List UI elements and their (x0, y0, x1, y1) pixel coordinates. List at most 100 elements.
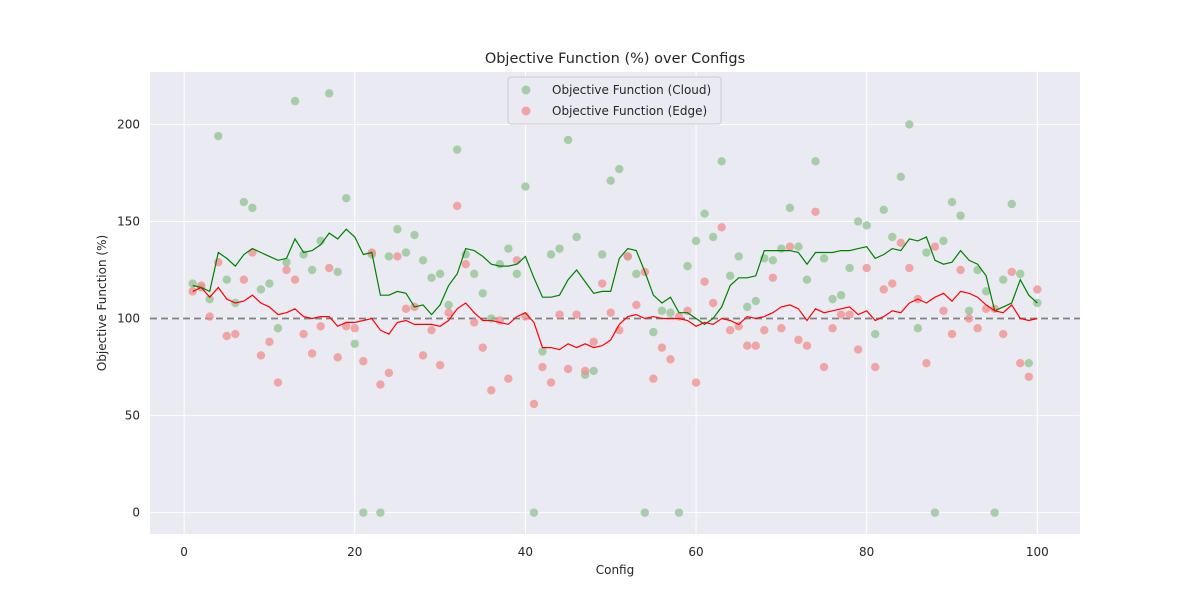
y-tick-label: 50 (125, 409, 140, 423)
scatter-point (623, 252, 632, 261)
scatter-point (725, 325, 735, 335)
scatter-point (794, 242, 803, 251)
scatter-point (342, 193, 351, 203)
scatter-series-1 (188, 201, 1042, 409)
scatter-point (930, 508, 940, 517)
scatter-point (947, 197, 957, 207)
x-tick-label: 60 (688, 545, 703, 559)
scatter-point (956, 265, 965, 275)
legend-label-cloud: Objective Function (Cloud) (552, 83, 711, 97)
scatter-point (964, 314, 974, 323)
scatter-point (828, 324, 837, 333)
scatter-point (188, 287, 197, 296)
scatter-point (836, 310, 846, 319)
scatter-point (316, 322, 325, 331)
scatter-point (418, 256, 428, 265)
scatter-point (666, 355, 675, 364)
scatter-point (632, 269, 641, 279)
scatter-point (342, 322, 351, 331)
scatter-point (470, 318, 479, 327)
scatter-point (1016, 358, 1025, 368)
scatter-point (862, 263, 871, 273)
scatter-point (273, 324, 283, 333)
scatter-point (444, 308, 453, 317)
scatter-point (452, 201, 462, 211)
scatter-point (231, 329, 240, 339)
scatter-point (981, 287, 991, 296)
scatter-point (683, 261, 692, 271)
scatter-point (1033, 285, 1042, 294)
scatter-point (273, 378, 283, 387)
scatter-point (393, 225, 402, 234)
scatter-point (401, 304, 411, 314)
scatter-point (632, 300, 641, 310)
scatter-point (307, 265, 317, 275)
scatter-point (717, 157, 726, 166)
scatter-point (862, 221, 871, 230)
x-tick-label: 80 (859, 545, 874, 559)
scatter-point (956, 211, 965, 220)
tick-labels: 0 20 40 60 80 100 0 50 100 150 200 (117, 117, 1049, 559)
line-series-0 (192, 228, 1038, 326)
scatter-point (222, 275, 231, 284)
scatter-point (580, 366, 590, 376)
scatter-point (922, 358, 931, 368)
scatter-point (239, 197, 249, 207)
scatter-point (964, 306, 974, 315)
scatter-point (708, 232, 718, 242)
y-axis-label: Objective Function (%) (95, 235, 109, 371)
scatter-point (666, 308, 675, 317)
scatter-point (299, 329, 308, 339)
scatter-point (333, 267, 342, 277)
scatter-point (572, 310, 581, 319)
scatter-point (444, 300, 453, 310)
scatter-point (845, 263, 854, 273)
scatter-point (282, 265, 291, 275)
scatter-point (529, 508, 539, 517)
scatter-point (359, 357, 368, 366)
scatter-point (939, 306, 948, 315)
y-tick-label: 100 (117, 312, 140, 326)
scatter-point (606, 176, 615, 185)
scatter-point (1024, 372, 1034, 381)
scatter-point (708, 298, 718, 308)
scatter-point (393, 252, 402, 261)
scatter-point (657, 343, 667, 352)
scatter-point (640, 508, 650, 517)
scatter-point (350, 324, 359, 333)
scatter-point (461, 259, 470, 269)
scatter-point (435, 269, 445, 279)
scatter-point (879, 285, 888, 294)
scatter-point (853, 345, 863, 354)
scatter-point (802, 341, 812, 350)
scatter-point (743, 302, 752, 312)
scatter-point (853, 217, 863, 226)
scatter-point (657, 306, 667, 315)
scatter-point (265, 279, 274, 288)
scatter-point (1016, 269, 1025, 279)
scatter-point (307, 349, 317, 358)
scatter-point (265, 337, 274, 347)
scatter-point (504, 374, 513, 383)
scatter-point (871, 362, 880, 372)
legend-label-edge: Objective Function (Edge) (552, 104, 707, 118)
scatter-point (546, 250, 556, 259)
scatter-point (981, 304, 991, 314)
scatter-point (888, 279, 897, 288)
scatter-point (256, 285, 266, 294)
scatter-point (512, 256, 522, 265)
scatter-point (836, 291, 846, 300)
scatter-point (700, 277, 709, 286)
scatter-point (768, 256, 778, 265)
chart-title: Objective Function (%) over Configs (485, 51, 745, 67)
scatter-point (785, 203, 795, 213)
scatter-point (384, 368, 394, 378)
scatter-point (256, 351, 266, 360)
legend-marker-edge (521, 106, 531, 116)
scatter-point (691, 236, 701, 246)
scatter-point (947, 329, 957, 339)
scatter-point (205, 312, 214, 321)
scatter-point (598, 279, 607, 288)
scatter-point (512, 269, 522, 279)
scatter-point (589, 366, 598, 376)
